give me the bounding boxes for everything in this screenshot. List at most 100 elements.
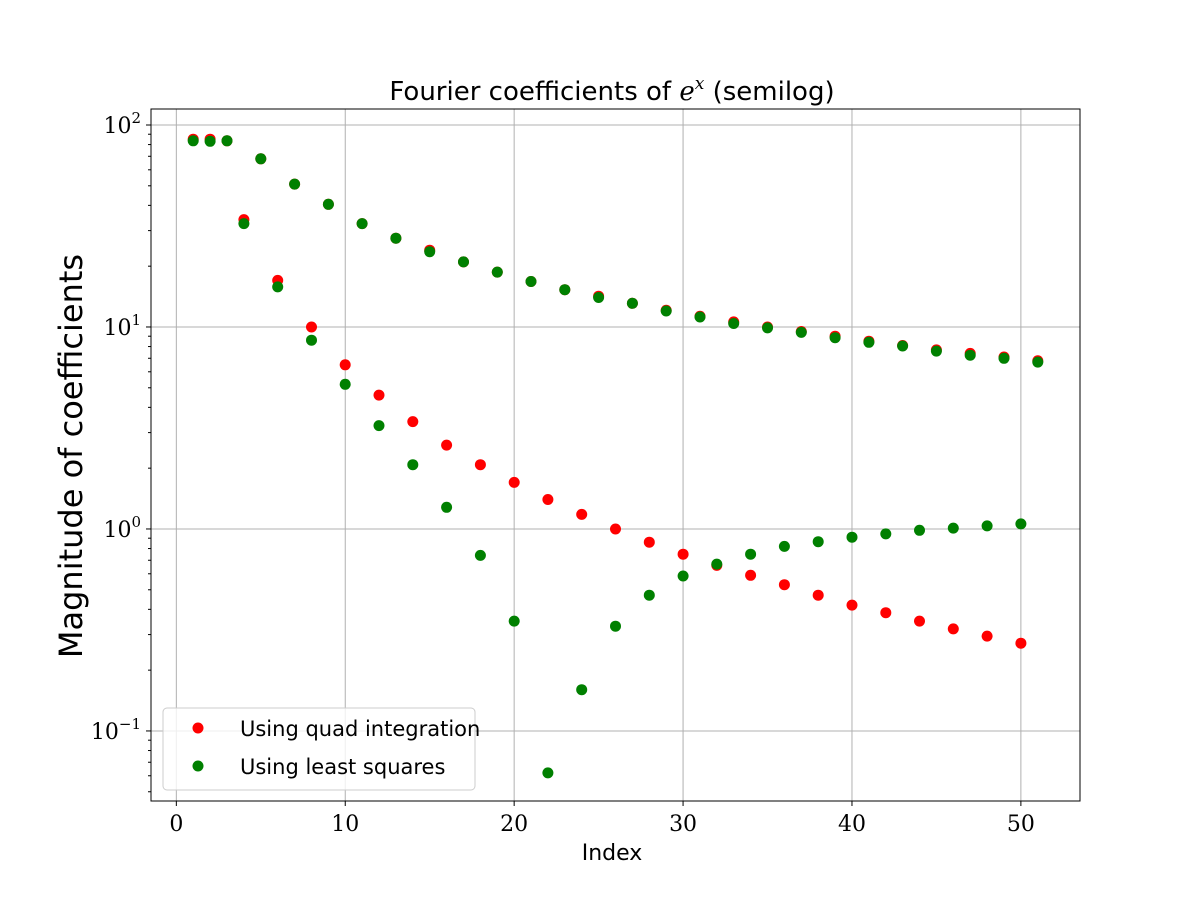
point-least-squares [424,246,436,258]
legend-label-least-squares: Using least squares [240,755,445,779]
point-least-squares [508,615,520,627]
point-least-squares [660,305,672,317]
x-tick-label: 0 [169,812,183,837]
point-least-squares [610,620,621,632]
point-least-squares [880,528,892,540]
point-least-squares [272,281,284,293]
point-quad [407,416,419,428]
point-quad [914,615,925,627]
y-axis-label: Magnitude of coefficients [52,254,90,658]
point-quad [306,321,317,333]
point-quad [677,548,689,560]
point-quad [474,459,486,471]
data-points [187,133,1044,779]
point-least-squares [204,135,216,147]
chart-title-math: e [679,77,694,107]
point-least-squares [745,548,757,560]
point-least-squares [762,322,773,334]
point-quad [947,623,959,635]
point-least-squares [593,292,605,303]
point-quad [610,523,621,535]
point-quad [812,589,824,601]
point-least-squares [559,284,571,296]
y-tick-label: 102 [103,109,141,139]
point-least-squares [255,153,267,165]
point-least-squares [846,531,858,543]
point-quad [643,536,655,548]
point-quad [846,599,858,611]
legend-box [162,707,476,791]
point-least-squares [221,135,233,147]
point-least-squares [981,520,993,532]
legend-marker-quad [192,722,204,734]
point-quad [508,476,520,488]
chart-title-superscript: x [695,74,705,94]
point-quad [981,630,993,642]
point-least-squares [576,684,588,696]
point-least-squares [829,332,841,344]
grid [151,109,1080,801]
x-tick-label: 50 [1007,812,1035,837]
point-quad [441,439,453,451]
x-tick-label: 40 [838,812,866,837]
point-least-squares [1032,356,1044,368]
x-tick-label: 20 [500,812,528,837]
point-quad [745,569,757,581]
point-least-squares [677,570,689,582]
point-least-squares [407,459,419,471]
chart-title-text: Fourier coefficients of [389,77,679,107]
y-tick-label: 10−1 [91,715,141,745]
point-least-squares [964,349,976,361]
point-least-squares [1015,518,1027,530]
point-least-squares [694,311,706,323]
point-least-squares [322,198,334,210]
point-least-squares [812,536,824,548]
plot-frame [150,108,1081,802]
chart-title: Fourier coefficients of ex (semilog) [389,74,834,107]
point-least-squares [491,266,503,278]
point-least-squares [998,352,1010,364]
point-least-squares [626,297,638,309]
x-tick-label: 30 [669,812,697,837]
point-least-squares [390,232,402,244]
point-quad [576,508,588,520]
point-least-squares [930,345,942,357]
point-quad [1015,637,1027,649]
point-least-squares [289,178,301,190]
point-least-squares [711,558,723,570]
point-quad [778,579,790,591]
point-least-squares [187,135,199,147]
point-least-squares [356,218,368,230]
point-least-squares [238,218,250,230]
legend: Using quad integration Using least squar… [162,707,480,791]
point-least-squares [339,378,351,390]
axis-ticks: 0 10 20 30 40 50 10−1 100 101 102 [91,109,1035,837]
point-least-squares [897,340,909,352]
point-least-squares [914,524,925,536]
y-tick-label: 100 [103,513,141,543]
point-least-squares [728,318,740,329]
point-least-squares [441,501,453,513]
legend-label-quad: Using quad integration [240,717,480,741]
point-least-squares [863,336,875,348]
point-least-squares [643,589,655,601]
point-least-squares [947,522,959,534]
x-tick-label: 10 [331,812,359,837]
point-least-squares [373,420,385,432]
point-least-squares [778,540,790,552]
point-least-squares [306,334,317,346]
point-least-squares [542,767,554,779]
chart-title-suffix: (semilog) [704,77,834,107]
point-least-squares [458,256,469,268]
point-quad [373,389,385,401]
legend-marker-least-squares [192,760,204,772]
point-quad [339,359,351,371]
point-quad [880,607,892,619]
point-least-squares [474,549,486,561]
point-least-squares [795,326,807,338]
point-least-squares [525,276,537,287]
y-tick-label: 101 [103,311,141,341]
point-quad [542,494,554,505]
x-axis-label: Index [582,841,643,866]
